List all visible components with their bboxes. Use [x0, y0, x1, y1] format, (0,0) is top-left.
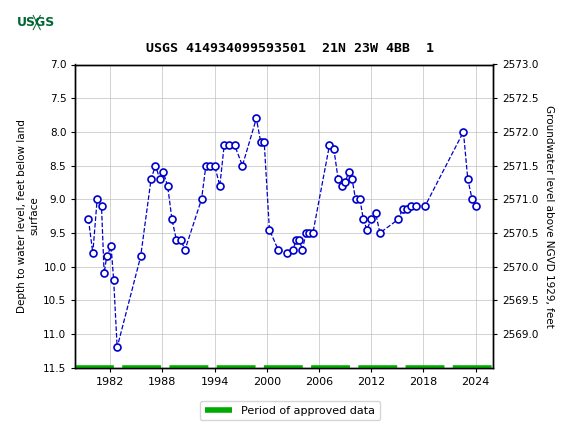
Text: USGS 414934099593501  21N 23W 4BB  1: USGS 414934099593501 21N 23W 4BB 1 — [146, 42, 434, 55]
Text: USGS: USGS — [17, 16, 55, 29]
Y-axis label: Groundwater level above NGVD 1929, feet: Groundwater level above NGVD 1929, feet — [544, 104, 554, 328]
Text: ╳: ╳ — [32, 15, 39, 30]
Y-axis label: Depth to water level, feet below land
surface: Depth to water level, feet below land su… — [17, 119, 39, 313]
FancyBboxPatch shape — [6, 6, 64, 40]
Legend: Period of approved data: Period of approved data — [200, 401, 380, 420]
Text: USGS: USGS — [84, 15, 131, 30]
